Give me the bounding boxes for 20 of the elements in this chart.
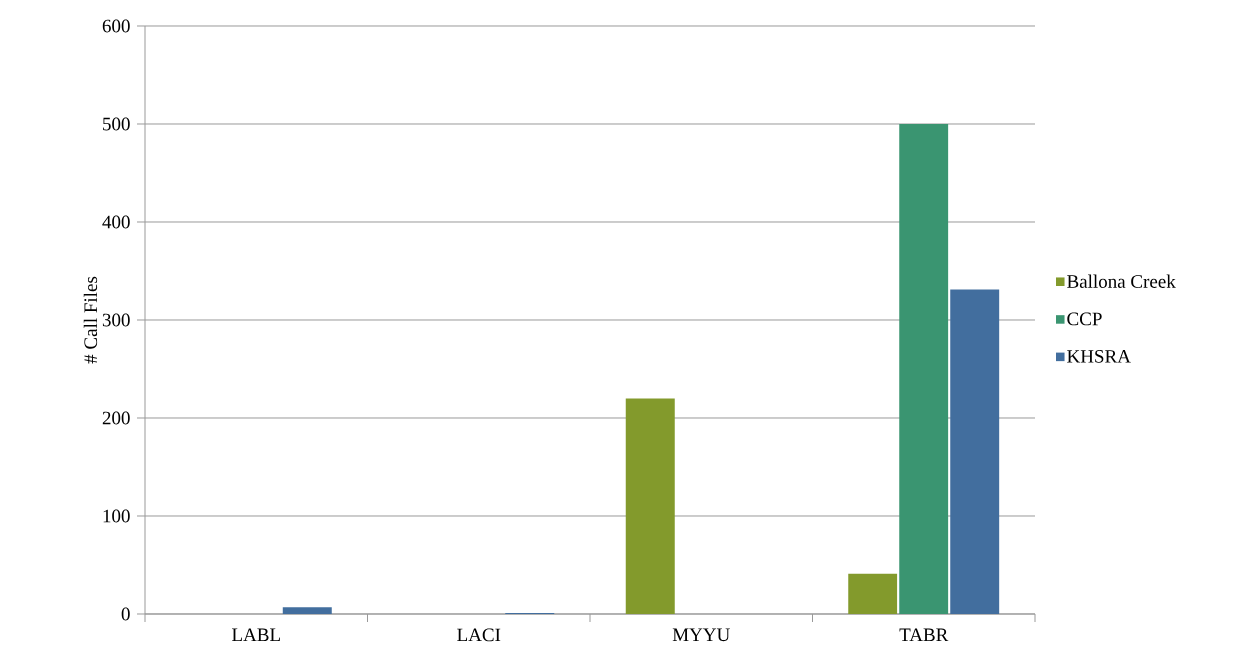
y-axis-title: # Call Files — [83, 276, 98, 364]
y-tick-label: 200 — [102, 411, 130, 425]
bar — [848, 573, 898, 614]
bar — [282, 607, 332, 614]
y-tick-label: 100 — [103, 509, 130, 523]
x-tick-label: LABL — [232, 628, 280, 642]
x-tick-label: TABR — [899, 628, 949, 642]
legend-label: CCP — [1067, 312, 1102, 326]
bar — [899, 123, 949, 614]
x-tick-label: MYYU — [672, 628, 730, 642]
y-tick-label: 400 — [102, 215, 130, 229]
y-tick-label: 300 — [102, 313, 130, 327]
legend-label: KHSRA — [1067, 350, 1131, 363]
legend-label: Ballona Creek — [1067, 274, 1176, 288]
y-tick-label: 0 — [121, 607, 130, 621]
x-tick-label: LACI — [457, 628, 501, 642]
bar — [625, 398, 675, 614]
y-tick-label: 600 — [102, 19, 130, 33]
y-tick-label: 500 — [103, 117, 130, 131]
bar — [950, 289, 1000, 614]
